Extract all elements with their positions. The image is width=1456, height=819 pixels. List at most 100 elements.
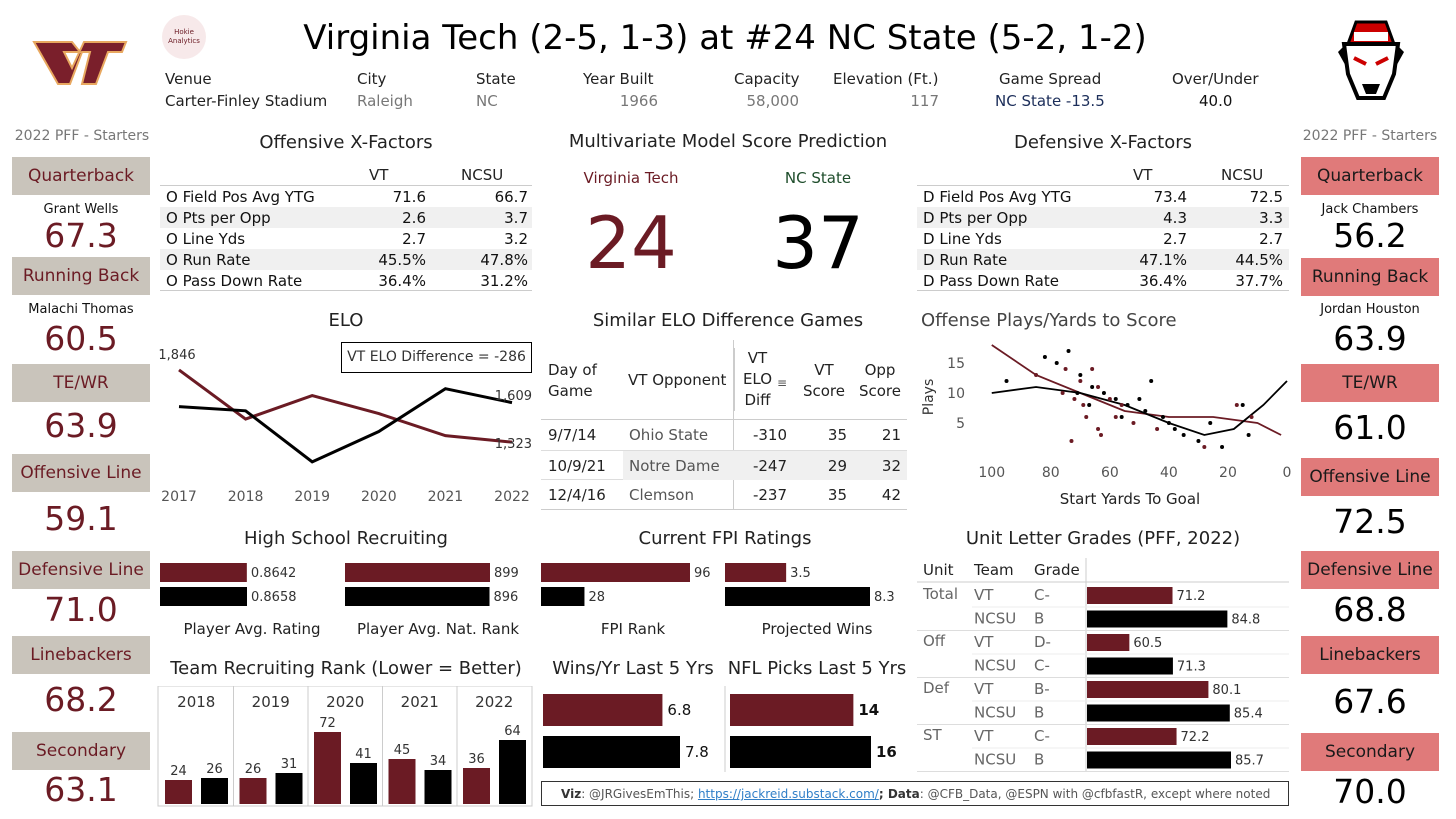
elo-x-tick: 2020 [361,489,397,505]
offense-row: O Field Pos Avg YTG 71.6 66.7 [166,188,528,206]
similar-vdivider [733,340,734,510]
vt-ol-box: Offensive Line [12,454,150,492]
scatter-chart: 5 10 15 100 80 60 40 20 0 Plays Start Yards To Goa… [921,344,1292,508]
nc-secondary-box: Secondary [1301,733,1439,771]
scatter-x-tick: 0 [1283,465,1292,481]
vt-rb-name: Malachi Thomas [28,302,134,317]
scatter-point-0 [1099,433,1103,437]
scatter-x-tick: 80 [1042,465,1060,481]
team-year-label: 2018 [177,693,215,711]
offense-row: O Line Yds 2.7 3.2 [166,230,528,248]
similar-header-oppscore: Opp Score [858,361,901,400]
team-bar-label: 26 [206,762,223,777]
nc-tewr-box: TE/WR [1301,364,1439,402]
scatter-point-0 [1034,373,1039,377]
elo-x-tick: 2017 [161,489,197,505]
grades-value: 72.2 [1181,730,1210,745]
team-year-label: 2020 [326,693,364,711]
data-credit: : @CFB_Data, @ESPN with @cfbfastR, excep… [919,787,1271,801]
defense-table: D Field Pos Avg YTG 73.4 72.5 D Pts per Op… [917,185,1289,291]
scatter-point-1 [1137,397,1142,401]
team-bar-label: 64 [504,724,521,739]
vt-secondary-grade: 63.1 [44,770,118,809]
grades-grade: B [1034,610,1044,628]
city-label: City [357,70,387,88]
elo-chart: 2017 2018 2019 2020 2021 2022 1,846 1,609 1,323 [158,348,532,505]
scatter-point-0 [1069,439,1074,443]
offense-row: O Pts per Opp 2.6 3.7 [160,207,532,228]
hs-bar [345,587,490,606]
grades-team: VT [974,586,994,604]
grades-unit: ST [923,726,943,744]
year-built-label: Year Built [583,70,654,88]
grades-bar [1087,728,1177,745]
grades-value: 84.8 [1231,613,1260,628]
vt-logo [32,38,128,88]
venue-label: Venue [165,70,212,88]
elevation-label: Elevation (Ft.) [833,70,939,88]
similar-header-day: Day of Game [548,361,597,400]
grades-grade: C- [1034,657,1050,675]
hs-caption-rank: Player Avg. Nat. Rank [356,620,520,638]
nfl-bar [730,694,854,726]
team-year-label: 2021 [401,693,439,711]
grades-header: Unit [923,561,954,579]
elo-point-label: 1,323 [495,437,532,452]
elo-series-line-1 [178,387,513,464]
grades-grade: D- [1034,633,1051,651]
scatter-point-0 [1113,415,1118,419]
grades-grade: C- [1034,586,1050,604]
similar-row-highlight [623,451,907,480]
grades-header: Grade [1034,561,1080,579]
vt-lb-box: Linebackers [12,636,150,674]
scatter-point-1 [1240,403,1245,407]
team-bar-label: 72 [319,716,336,731]
hs-label: 0.8658 [251,590,297,605]
similar-header-elo: VT ELO Diff [734,348,780,411]
team-bar [165,780,192,804]
vt-tewr-grade: 63.9 [44,406,118,445]
vt-tewr-box: TE/WR [12,364,150,402]
scatter-point-1 [1161,415,1165,419]
scatter-trend-nc [991,380,1288,436]
grades-bar [1087,634,1130,651]
hs-recruiting-title: High School Recruiting [244,528,448,549]
grades-value: 80.1 [1212,683,1241,698]
nc-pff-heading: 2022 PFF - Starters [1302,128,1438,144]
scatter-point-1 [1125,403,1130,407]
defense-row: D Pass Down Rate 36.4% 37.7% [917,270,1289,291]
similar-header-vtscore: VT Score [802,361,845,400]
vt-qb-name: Grant Wells [43,202,119,217]
team-bar [388,759,416,804]
team-bar-label: 45 [394,743,411,758]
scatter-y-label: Plays [921,379,937,416]
nfl-title: NFL Picks Last 5 Yrs [727,658,907,679]
scatter-point-1 [1090,385,1095,389]
wins-bar [543,736,680,768]
vt-qb-box: Quarterback [12,157,150,195]
fpi-caption-rank: FPI Rank [600,620,666,638]
grades-unit: Total [922,585,958,603]
sort-icon: ≡ [777,376,788,390]
scatter-point-0 [1155,427,1160,431]
scatter-point-1 [1113,397,1118,401]
scatter-point-0 [1096,427,1101,431]
scatter-point-0 [1063,367,1068,371]
nc-dl-grade: 68.8 [1333,590,1407,629]
team-bar [350,763,377,804]
team-bar-label: 36 [468,752,485,767]
city-value: Raleigh [357,92,413,110]
grades-team: NCSU [974,657,1016,675]
scatter-point-1 [1075,391,1080,395]
substack-link[interactable]: https://jackreid.substack.com/ [697,787,879,801]
vt-pff-heading: 2022 PFF - Starters [14,128,150,144]
scatter-x-tick: 100 [978,465,1005,481]
nc-qb-grade: 56.2 [1333,216,1407,255]
hs-label: 0.8642 [251,566,297,581]
scatter-y-tick: 5 [956,416,965,432]
grades-header: Team [973,561,1014,579]
elo-x-tick: 2018 [228,489,264,505]
nfl-label: 14 [858,701,879,719]
similar-row: 10/9/21 Notre Dame -247 29 32 [541,450,907,480]
scatter-point-0 [1060,391,1065,395]
